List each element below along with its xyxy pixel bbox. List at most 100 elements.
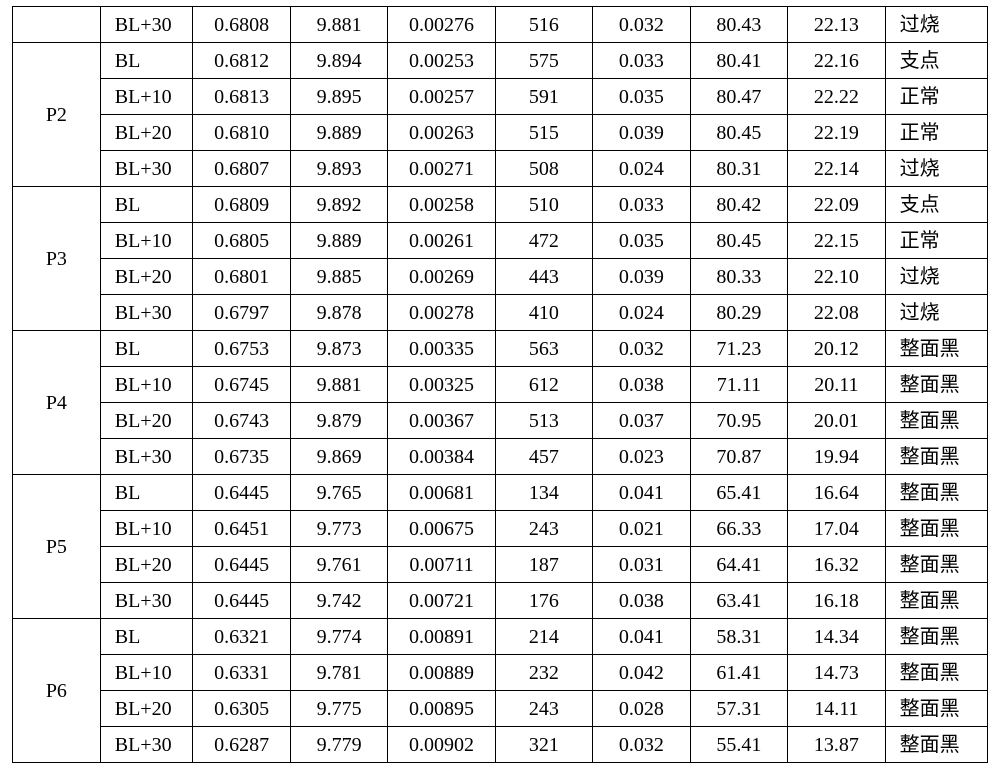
row-first-c3: 9.881 — [290, 7, 388, 43]
row-3-1-c6: 0.021 — [593, 511, 691, 547]
row-0-3-c5: 508 — [495, 151, 593, 187]
row-3-1-c8: 17.04 — [788, 511, 886, 547]
row-1-2-c8: 22.10 — [788, 259, 886, 295]
row-3-2-c6: 0.031 — [593, 547, 691, 583]
row-3-0-label: BL — [100, 475, 193, 511]
row-3-0-c3: 9.765 — [290, 475, 388, 511]
row-4-3-c5: 321 — [495, 727, 593, 763]
table-row: BL+100.68139.8950.002575910.03580.4722.2… — [13, 79, 988, 115]
row-0-1-status: 正常 — [885, 79, 987, 115]
row-1-3-c2: 0.6797 — [193, 295, 291, 331]
row-4-3-label: BL+30 — [100, 727, 193, 763]
row-4-0-c8: 14.34 — [788, 619, 886, 655]
row-2-1-c4: 0.00325 — [388, 367, 495, 403]
row-2-0-label: BL — [100, 331, 193, 367]
table-row: BL+300.68079.8930.002715080.02480.3122.1… — [13, 151, 988, 187]
row-1-2-c4: 0.00269 — [388, 259, 495, 295]
row-3-1-c4: 0.00675 — [388, 511, 495, 547]
row-1-0-c8: 22.09 — [788, 187, 886, 223]
table-row: BL+300.64459.7420.007211760.03863.4116.1… — [13, 583, 988, 619]
row-2-2-c5: 513 — [495, 403, 593, 439]
row-3-2-c7: 64.41 — [690, 547, 788, 583]
row-1-0-c2: 0.6809 — [193, 187, 291, 223]
row-0-0-c6: 0.033 — [593, 43, 691, 79]
row-2-1-c7: 71.11 — [690, 367, 788, 403]
row-first-c2: 0.6808 — [193, 7, 291, 43]
row-0-0-status: 支点 — [885, 43, 987, 79]
row-4-3-c4: 0.00902 — [388, 727, 495, 763]
row-1-0-label: BL — [100, 187, 193, 223]
row-4-1-c3: 9.781 — [290, 655, 388, 691]
row-2-0-c6: 0.032 — [593, 331, 691, 367]
row-2-1-c5: 612 — [495, 367, 593, 403]
row-3-1-c5: 243 — [495, 511, 593, 547]
row-1-1-c4: 0.00261 — [388, 223, 495, 259]
row-3-2-c4: 0.00711 — [388, 547, 495, 583]
row-0-3-c7: 80.31 — [690, 151, 788, 187]
row-3-3-c8: 16.18 — [788, 583, 886, 619]
group-cell-P4: P4 — [13, 331, 101, 475]
row-3-1-c7: 66.33 — [690, 511, 788, 547]
row-4-3-c8: 13.87 — [788, 727, 886, 763]
row-0-2-label: BL+20 — [100, 115, 193, 151]
row-0-0-c4: 0.00253 — [388, 43, 495, 79]
row-4-2-c2: 0.6305 — [193, 691, 291, 727]
row-4-2-c5: 243 — [495, 691, 593, 727]
row-2-0-c3: 9.873 — [290, 331, 388, 367]
row-3-3-c4: 0.00721 — [388, 583, 495, 619]
row-4-0-c3: 9.774 — [290, 619, 388, 655]
row-1-3-label: BL+30 — [100, 295, 193, 331]
row-2-0-c7: 71.23 — [690, 331, 788, 367]
row-2-2-c7: 70.95 — [690, 403, 788, 439]
row-1-2-c7: 80.33 — [690, 259, 788, 295]
row-2-2-c6: 0.037 — [593, 403, 691, 439]
row-1-0-status: 支点 — [885, 187, 987, 223]
row-3-0-status: 整面黑 — [885, 475, 987, 511]
row-first-c6: 0.032 — [593, 7, 691, 43]
row-4-3-c2: 0.6287 — [193, 727, 291, 763]
row-2-0-status: 整面黑 — [885, 331, 987, 367]
row-3-0-c5: 134 — [495, 475, 593, 511]
row-1-2-label: BL+20 — [100, 259, 193, 295]
row-4-0-c4: 0.00891 — [388, 619, 495, 655]
row-2-2-c8: 20.01 — [788, 403, 886, 439]
group-cell-P6: P6 — [13, 619, 101, 763]
row-3-0-c4: 0.00681 — [388, 475, 495, 511]
row-1-0-c5: 510 — [495, 187, 593, 223]
table-row: BL+300.62879.7790.009023210.03255.4113.8… — [13, 727, 988, 763]
group-cell-P3: P3 — [13, 187, 101, 331]
row-3-3-c6: 0.038 — [593, 583, 691, 619]
row-0-2-c6: 0.039 — [593, 115, 691, 151]
row-2-0-c8: 20.12 — [788, 331, 886, 367]
row-0-2-c2: 0.6810 — [193, 115, 291, 151]
row-3-3-c3: 9.742 — [290, 583, 388, 619]
row-2-1-c3: 9.881 — [290, 367, 388, 403]
row-1-1-c3: 9.889 — [290, 223, 388, 259]
row-4-1-c2: 0.6331 — [193, 655, 291, 691]
row-1-1-c2: 0.6805 — [193, 223, 291, 259]
row-0-2-c4: 0.00263 — [388, 115, 495, 151]
row-4-0-label: BL — [100, 619, 193, 655]
row-2-3-c6: 0.023 — [593, 439, 691, 475]
row-0-0-label: BL — [100, 43, 193, 79]
row-2-0-c2: 0.6753 — [193, 331, 291, 367]
row-1-0-c7: 80.42 — [690, 187, 788, 223]
row-0-3-c6: 0.024 — [593, 151, 691, 187]
row-0-0-c8: 22.16 — [788, 43, 886, 79]
row-first-status: 过烧 — [885, 7, 987, 43]
group-cell-P2: P2 — [13, 43, 101, 187]
row-first-c4: 0.00276 — [388, 7, 495, 43]
row-0-3-status: 过烧 — [885, 151, 987, 187]
row-3-2-c3: 9.761 — [290, 547, 388, 583]
table-row: BL+200.68109.8890.002635150.03980.4522.1… — [13, 115, 988, 151]
row-3-1-status: 整面黑 — [885, 511, 987, 547]
row-0-1-c7: 80.47 — [690, 79, 788, 115]
row-3-2-status: 整面黑 — [885, 547, 987, 583]
row-3-2-c5: 187 — [495, 547, 593, 583]
row-2-2-c4: 0.00367 — [388, 403, 495, 439]
row-3-1-c3: 9.773 — [290, 511, 388, 547]
row-2-3-c3: 9.869 — [290, 439, 388, 475]
row-0-1-c3: 9.895 — [290, 79, 388, 115]
row-2-0-c5: 563 — [495, 331, 593, 367]
row-0-0-c2: 0.6812 — [193, 43, 291, 79]
